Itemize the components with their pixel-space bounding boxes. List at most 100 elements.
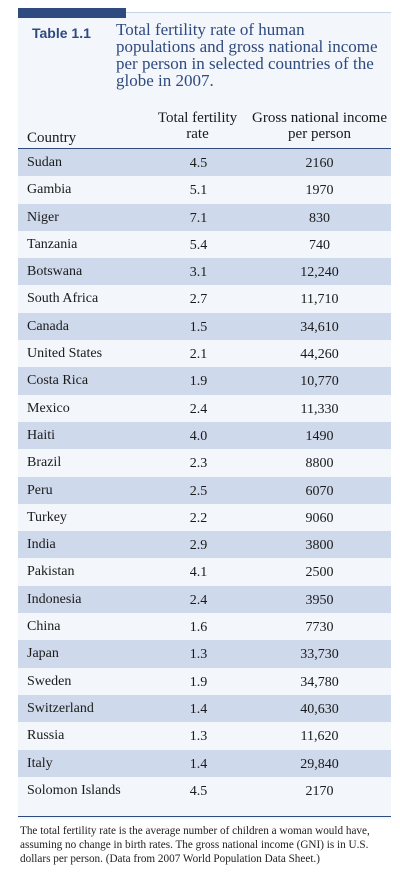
fertility-rate-cell: 5.1 (189, 183, 208, 199)
table-row: Tanzania 5.4 740 (18, 231, 391, 258)
gni-cell: 11,710 (300, 292, 339, 308)
gni-cell: 12,240 (300, 265, 339, 281)
table-row: Russia 1.3 11,620 (18, 722, 391, 749)
gni-cell: 8800 (305, 456, 334, 472)
fertility-rate-cell: 1.9 (189, 374, 208, 390)
fertility-rate-cell: 3.1 (189, 265, 208, 281)
country-cell: Japan (27, 646, 59, 662)
table-row: Niger 7.1 830 (18, 203, 391, 231)
country-cell: Indonesia (27, 591, 82, 607)
table-row: United States 2.1 44,260 (18, 340, 391, 367)
table-row: Italy 1.4 29,840 (18, 749, 391, 777)
gni-cell: 44,260 (300, 347, 339, 363)
gni-cell: 2160 (305, 156, 334, 171)
gni-cell: 29,840 (300, 756, 339, 772)
table-row: Turkey 2.2 9060 (18, 504, 391, 531)
table-caption: The total fertility rate is the average … (20, 825, 370, 865)
fertility-rate-cell: 2.2 (189, 510, 208, 526)
header-gross-national-income: Gross national income per person (252, 110, 387, 142)
fertility-rate-cell: 2.4 (189, 592, 208, 608)
country-cell: Pakistan (27, 564, 75, 580)
bottom-rule (18, 816, 391, 817)
gni-cell: 2500 (305, 565, 334, 581)
header-rule (18, 148, 391, 149)
gni-cell: 9060 (305, 510, 334, 526)
table-row: Solomon Islands 4.5 2170 (18, 777, 391, 804)
header-total-fertility-rate: Total fertility rate (157, 110, 238, 142)
fertility-rate-cell: 1.5 (189, 319, 208, 335)
table-row: India 2.9 3800 (18, 531, 391, 559)
fertility-rate-cell: 7.1 (189, 210, 208, 226)
country-cell: Mexico (27, 400, 70, 416)
fertility-rate-cell: 4.1 (189, 565, 208, 581)
fertility-rate-cell: 2.3 (189, 456, 208, 472)
country-cell: China (27, 619, 61, 635)
gni-cell: 34,610 (300, 319, 339, 335)
table-row: Haiti 4.0 1490 (18, 421, 391, 450)
table-row: Brazil 2.3 8800 (18, 449, 391, 476)
gni-cell: 740 (309, 237, 330, 253)
country-cell: Brazil (27, 455, 62, 471)
table-tab-bar (18, 8, 126, 18)
fertility-rate-cell: 2.4 (189, 401, 208, 417)
country-cell: Gambia (27, 182, 72, 198)
gni-cell: 7730 (305, 620, 334, 636)
country-cell: India (27, 537, 56, 553)
table-body: Sudan 4.5 2160 Gambia 5.1 1970 Niger 7.1 830 Tanz… (18, 149, 391, 804)
table-row: Botswana 3.1 12,240 (18, 258, 391, 286)
gni-cell: 3950 (305, 592, 334, 608)
country-cell: Sudan (27, 155, 62, 170)
table-title: Total fertility rate of human population… (116, 20, 378, 90)
gni-cell: 1970 (305, 183, 334, 199)
fertility-rate-cell: 2.1 (189, 347, 208, 363)
fertility-rate-cell: 1.6 (189, 620, 208, 636)
country-cell: Costa Rica (27, 373, 89, 389)
fertility-rate-cell: 2.7 (189, 292, 208, 308)
table-row: Sudan 4.5 2160 (18, 149, 391, 177)
gni-cell: 34,780 (300, 674, 339, 690)
country-cell: Tanzania (27, 236, 78, 252)
table-row: Costa Rica 1.9 10,770 (18, 367, 391, 395)
gni-cell: 11,620 (300, 729, 339, 745)
country-cell: Peru (27, 482, 53, 498)
fertility-rate-cell: 2.5 (189, 483, 208, 499)
country-cell: Solomon Islands (27, 782, 121, 798)
fertility-rate-cell: 4.5 (189, 156, 208, 171)
country-cell: Niger (27, 209, 59, 225)
fertility-rate-cell: 1.9 (189, 674, 208, 690)
table-row: Pakistan 4.1 2500 (18, 558, 391, 585)
table-row: Switzerland 1.4 40,630 (18, 694, 391, 723)
fertility-rate-cell: 5.4 (189, 237, 208, 253)
fertility-rate-cell: 1.3 (189, 729, 208, 745)
table-row: Mexico 2.4 11,330 (18, 395, 391, 422)
table-row: Indonesia 2.4 3950 (18, 585, 391, 614)
fertility-rate-cell: 1.4 (189, 756, 208, 772)
gni-cell: 1490 (305, 428, 334, 444)
table-row: Peru 2.5 6070 (18, 476, 391, 504)
country-cell: Switzerland (27, 700, 94, 716)
header-country: Country (27, 130, 77, 146)
table-row: China 1.6 7730 (18, 613, 391, 640)
country-cell: Botswana (27, 264, 83, 280)
fertility-rate-cell: 1.3 (189, 647, 208, 663)
gni-cell: 6070 (305, 483, 334, 499)
country-cell: Italy (27, 755, 53, 771)
gni-cell: 2170 (305, 783, 334, 799)
table-row: Canada 1.5 34,610 (18, 312, 391, 341)
gni-cell: 830 (309, 210, 330, 226)
fertility-rate-cell: 1.4 (189, 701, 208, 717)
table-row: Gambia 5.1 1970 (18, 176, 391, 203)
gni-cell: 11,330 (300, 401, 339, 417)
gni-cell: 3800 (305, 538, 334, 554)
table-panel (18, 12, 391, 819)
table-row: Japan 1.3 33,730 (18, 640, 391, 668)
table-row: South Africa 2.7 11,710 (18, 285, 391, 312)
country-cell: Turkey (27, 509, 67, 525)
country-cell: South Africa (27, 291, 99, 307)
country-cell: Haiti (27, 427, 55, 443)
gni-cell: 10,770 (300, 374, 339, 390)
country-cell: Sweden (27, 673, 72, 689)
fertility-rate-cell: 2.9 (189, 538, 208, 554)
country-cell: Canada (27, 318, 69, 334)
table-row: Sweden 1.9 34,780 (18, 668, 391, 695)
